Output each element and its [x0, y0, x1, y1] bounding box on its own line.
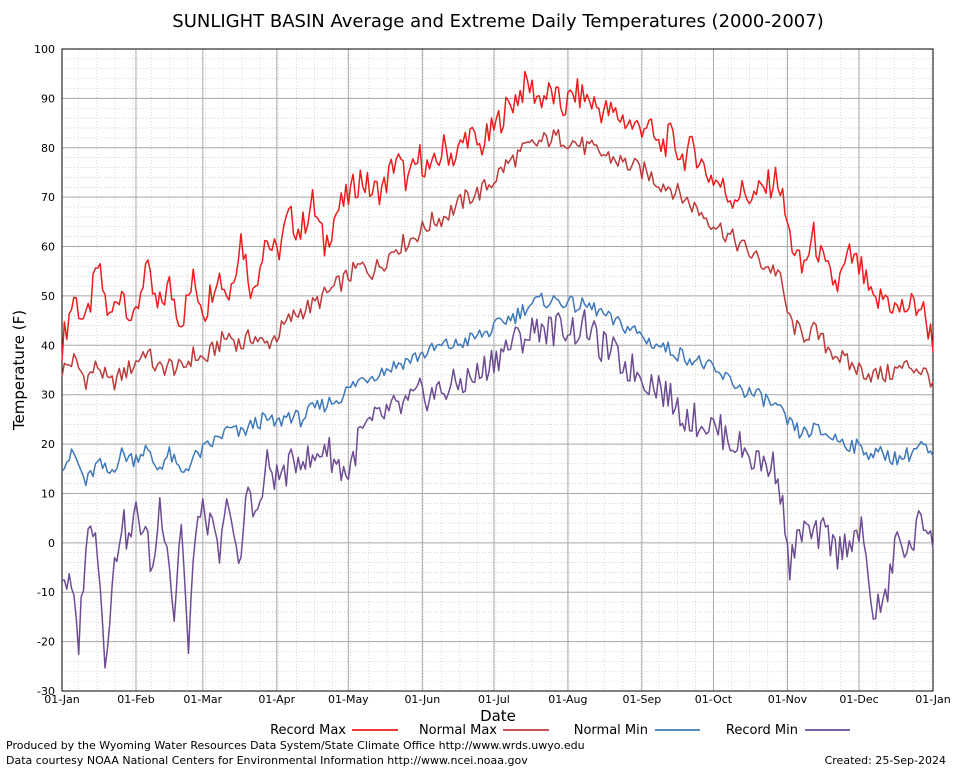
legend-label: Record Max	[270, 723, 346, 738]
y-tick-label: -10	[37, 586, 55, 599]
x-tick-label: 01-Jan	[915, 693, 951, 706]
series-line-record-max	[61, 70, 934, 362]
footer-created-date: Created: 25-Sep-2024	[824, 754, 946, 767]
y-tick-label: 100	[34, 43, 55, 56]
y-tick-label: 60	[41, 241, 55, 254]
series-line-normal-min	[61, 292, 934, 487]
y-tick-label: 0	[48, 537, 55, 550]
legend-label: Normal Min	[574, 723, 648, 738]
x-tick-label: 01-Dec	[839, 693, 878, 706]
plot-frame	[61, 48, 934, 692]
x-tick-label: 01-Jan	[44, 693, 80, 706]
chart-title: SUNLIGHT BASIN Average and Extreme Daily…	[172, 11, 823, 32]
y-tick-label: 70	[41, 191, 55, 204]
x-tick-label: 01-Nov	[768, 693, 808, 706]
y-tick-label: -30	[37, 685, 55, 698]
y-tick-label: 90	[41, 92, 55, 105]
x-tick-label: 01-Oct	[695, 693, 733, 706]
y-tick-label: 20	[41, 438, 55, 451]
x-tick-label: 01-Jul	[478, 693, 510, 706]
series-line-record-min	[61, 309, 934, 669]
x-axis-label: Date	[480, 707, 516, 725]
footer-produced-by: Produced by the Wyoming Water Resources …	[6, 739, 585, 752]
y-tick-label: -20	[37, 636, 55, 649]
x-tick-label: 01-Sep	[623, 693, 662, 706]
x-tick-label: 01-Apr	[258, 693, 295, 706]
series-line-normal-max	[61, 128, 934, 391]
legend-label: Normal Max	[419, 723, 497, 738]
y-tick-label: 50	[41, 290, 55, 303]
y-axis-label: Temperature (F)	[10, 310, 28, 431]
y-tick-label: 80	[41, 142, 55, 155]
x-tick-label: 01-Aug	[548, 693, 587, 706]
footer-data-courtesy: Data courtesy NOAA National Centers for …	[6, 754, 528, 767]
x-tick-label: 01-Feb	[117, 693, 154, 706]
y-tick-label: 40	[41, 339, 55, 352]
x-tick-label: 01-Jun	[404, 693, 440, 706]
x-tick-label: 01-Mar	[183, 693, 222, 706]
y-tick-label: 30	[41, 389, 55, 402]
y-tick-label: 10	[41, 487, 55, 500]
legend: Record Max Normal Max Normal Min Record Min	[270, 723, 850, 738]
legend-label: Record Min	[726, 723, 798, 738]
x-tick-label: 01-May	[328, 693, 369, 706]
